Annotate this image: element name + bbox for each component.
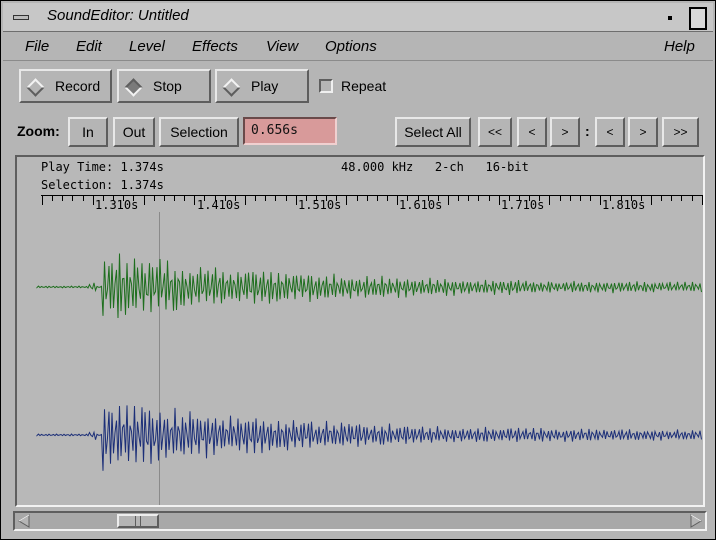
nav-separator: :	[585, 123, 590, 139]
zoom-value-field[interactable]: 0.656s	[243, 117, 337, 145]
repeat-checkbox[interactable]	[319, 79, 333, 93]
timeline-tick-labels: 1.310s 1.410s 1.510s 1.610s 1.710s 1.810…	[95, 198, 645, 212]
format-readout: 48.000 kHz 2-ch 16-bit	[341, 160, 529, 174]
record-indicator-icon	[26, 78, 45, 97]
menu-help[interactable]: Help	[664, 38, 695, 55]
tick-label: 1.610s	[399, 198, 442, 212]
play-time-readout: Play Time: 1.374s	[41, 160, 164, 174]
repeat-label: Repeat	[341, 78, 387, 94]
rewind-button[interactable]: <<	[478, 117, 512, 147]
window-title: SoundEditor: Untitled	[47, 7, 189, 24]
scroll-right-arrow-icon[interactable]	[689, 514, 703, 528]
stop-button[interactable]: Stop	[117, 69, 211, 103]
waveform-panel[interactable]: Play Time: 1.374s 48.000 kHz 2-ch 16-bit…	[15, 155, 705, 507]
tick-label: 1.710s	[501, 198, 544, 212]
zoom-in-button[interactable]: In	[68, 117, 108, 147]
selection-readout: Selection: 1.374s	[41, 178, 164, 192]
record-button[interactable]: Record	[19, 69, 112, 103]
tick-label: 1.810s	[602, 198, 645, 212]
menu-bar: File Edit Level Effects View Options Hel…	[3, 32, 713, 61]
channel-1-waveform	[36, 253, 702, 319]
stop-indicator-icon	[124, 78, 143, 97]
menu-level[interactable]: Level	[129, 38, 165, 55]
select-all-button[interactable]: Select All	[395, 117, 471, 147]
play-label: Play	[251, 78, 279, 94]
horizontal-scrollbar[interactable]	[13, 511, 707, 531]
stop-label: Stop	[153, 78, 182, 94]
zoom-out-button[interactable]: Out	[113, 117, 155, 147]
play-button[interactable]: Play	[215, 69, 309, 103]
menu-file[interactable]: File	[25, 38, 50, 55]
menu-edit[interactable]: Edit	[76, 38, 102, 55]
scroll-left-arrow-icon[interactable]	[17, 514, 31, 528]
scroll-left-button[interactable]: <	[517, 117, 547, 147]
scroll-right-button[interactable]: >	[550, 117, 580, 147]
minimize-icon[interactable]	[663, 10, 679, 26]
waveform-display[interactable]: 1.310s 1.410s 1.510s 1.610s 1.710s 1.810…	[17, 157, 703, 505]
tick-label: 1.410s	[197, 198, 240, 212]
maximize-icon[interactable]	[689, 7, 707, 30]
channel-2-waveform	[36, 405, 702, 471]
title-bar[interactable]: SoundEditor: Untitled	[3, 3, 713, 32]
zoom-selection-button[interactable]: Selection	[159, 117, 239, 147]
record-label: Record	[55, 78, 101, 94]
selection-prev-button[interactable]: <	[595, 117, 625, 147]
zoom-label: Zoom:	[17, 123, 60, 139]
play-indicator-icon	[222, 78, 241, 97]
window-menu-icon[interactable]	[7, 8, 33, 26]
scrollbar-thumb[interactable]	[117, 514, 159, 528]
forward-button[interactable]: >>	[662, 117, 699, 147]
tick-label: 1.510s	[298, 198, 341, 212]
timeline-ticks	[42, 196, 703, 205]
tick-label: 1.310s	[95, 198, 138, 212]
menu-effects[interactable]: Effects	[192, 38, 238, 55]
selection-next-button[interactable]: >	[628, 117, 658, 147]
menu-options[interactable]: Options	[325, 38, 377, 55]
menu-view[interactable]: View	[266, 38, 299, 55]
